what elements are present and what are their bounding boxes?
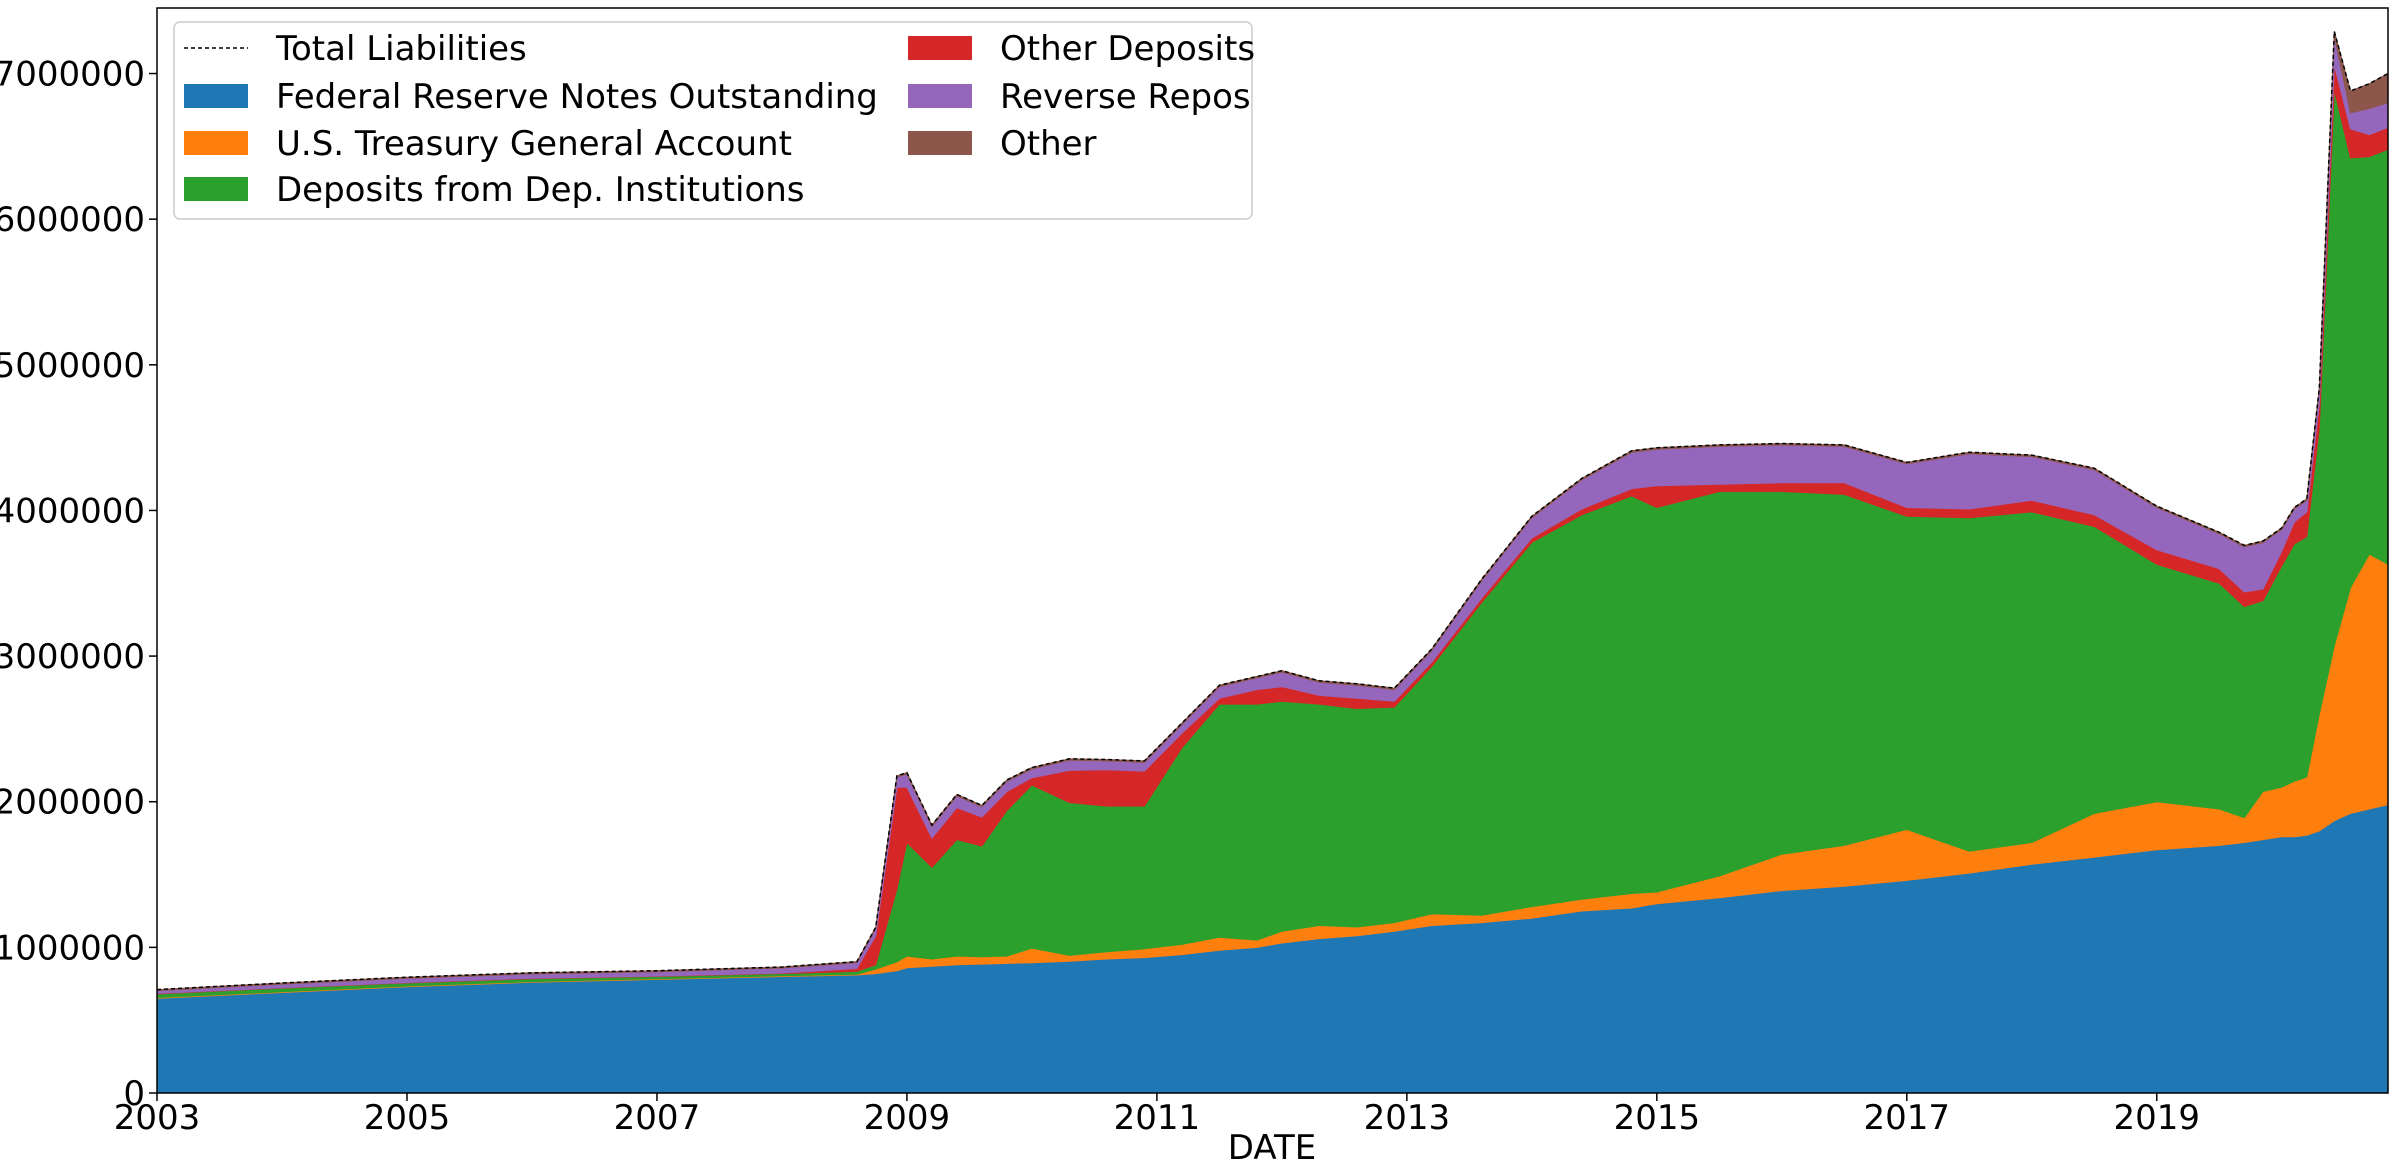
x-tick-label: 2015 [1614,1098,1701,1138]
x-tick-label: 2017 [1864,1098,1951,1138]
y-tick-label: 3000000 [0,637,145,677]
legend-label-total-liabilities: Total Liabilities [275,29,527,69]
legend-label-0: Federal Reserve Notes Outstanding [276,77,878,117]
legend-swatch-2 [184,177,248,201]
legend-swatch-5 [908,131,972,155]
y-tick-label: 2000000 [0,783,145,823]
x-tick-label: 2013 [1364,1098,1451,1138]
x-tick-label: 2007 [614,1098,701,1138]
x-tick-label: 2003 [114,1098,201,1138]
legend-label-4: Reverse Repos [1000,77,1251,117]
y-tick-label: 7000000 [0,55,145,95]
y-tick-label: 1000000 [0,928,145,968]
x-axis-title: DATE [1228,1128,1316,1168]
legend-swatch-0 [184,84,248,108]
legend-swatch-4 [908,84,972,108]
legend-label-2: Deposits from Dep. Institutions [276,170,805,210]
legend-box [173,21,1253,220]
plot-frame [156,7,2389,1094]
legend-swatch-1 [184,131,248,155]
x-tick-label: 2019 [2114,1098,2201,1138]
y-tick-label: 6000000 [0,200,145,240]
y-tick-label: 4000000 [0,491,145,531]
y-axis: 0 1000000 2000000 3000000 4000000 5000000 6000… [0,55,157,1114]
y-tick-label: 0 [123,1074,145,1114]
x-tick-label: 2011 [1114,1098,1201,1138]
x-tick-label: 2005 [364,1098,451,1138]
legend-label-5: Other [1000,124,1097,164]
legend: Total Liabilities Federal Reserve Notes O… [173,21,1255,220]
y-tick-label: 5000000 [0,346,145,386]
x-tick-label: 2009 [864,1098,951,1138]
legend-label-1: U.S. Treasury General Account [276,124,792,164]
x-axis: 2003 2005 2007 2009 2011 2013 2015 2017 2019 [114,1093,2200,1138]
legend-swatch-3 [908,36,972,60]
legend-label-3: Other Deposits [1000,29,1255,69]
